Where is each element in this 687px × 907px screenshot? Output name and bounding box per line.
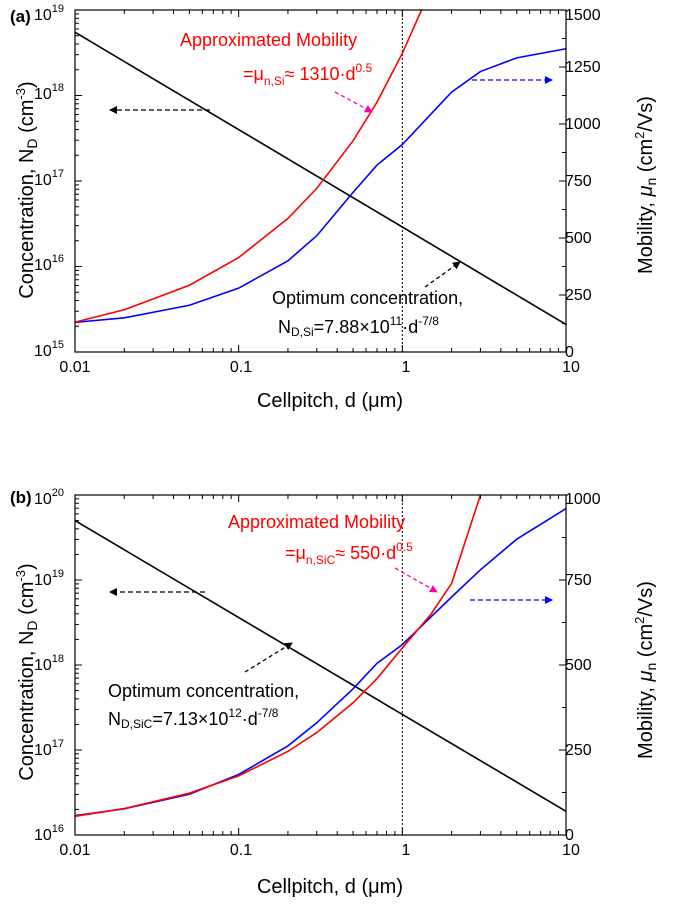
panel-a-y-left-axis-title: Concentration, ND (cm-3) xyxy=(13,81,40,298)
panel-b-label: (b) xyxy=(10,488,32,507)
panel-b-x-tick-label: 1 xyxy=(402,842,411,859)
panel-b-x-axis-title: Cellpitch, d (μm) xyxy=(257,876,403,898)
panel-b-y-left-tick-label: 1016 xyxy=(34,823,64,844)
panel-b-approx-equation: =μn,SiC≈ 550·d0.5 xyxy=(285,540,413,567)
panel-a-approx-mobility-line xyxy=(74,9,423,323)
panel-b-x-tick-label: 0.01 xyxy=(59,842,90,859)
panel-b-approx-mobility-line xyxy=(74,494,482,818)
panel-b-y-right-tick-label: 0 xyxy=(565,827,574,844)
panel-a-y-right-tick-label: 1250 xyxy=(565,59,601,76)
panel-a-y-right-tick-label: 1000 xyxy=(565,116,601,133)
panel-b: (b) 0.01 0.1 1 10 1016 1017 1018 1019 10… xyxy=(10,487,659,898)
panel-a-concentration-line xyxy=(74,31,567,326)
panel-a-plot-lines xyxy=(74,9,567,352)
panel-a-y-right-axis-title: Mobility, μn (cm2/Vs) xyxy=(632,96,659,274)
panel-a-approx-arrow xyxy=(334,91,373,113)
panel-b-y-right-tick-label: 500 xyxy=(565,657,592,674)
panel-b-ticks xyxy=(74,494,567,836)
panel-a-approx-title: Approximated Mobility xyxy=(180,30,357,50)
panel-a-y-left-tick-label: 1017 xyxy=(34,168,64,189)
panel-a: (a) 0.01 0.1 1 10 1015 1016 1017 1018 10… xyxy=(10,3,659,412)
panel-b-opt-equation: ND,SiC=7.13×1012·d-7/8 xyxy=(108,706,279,731)
panel-a-label: (a) xyxy=(10,7,31,26)
panel-b-plot-lines xyxy=(74,494,567,835)
panel-b-y-right-tick-label: 250 xyxy=(565,742,592,759)
panel-b-y-right-tick-label: 750 xyxy=(565,572,592,589)
panel-b-approx-arrow xyxy=(394,567,438,593)
panel-a-y-right-tick-label: 500 xyxy=(565,230,592,247)
panel-b-y-left-tick-label: 1017 xyxy=(34,738,64,759)
panel-b-approx-title: Approximated Mobility xyxy=(228,512,405,532)
panel-a-y-left-tick-label: 1016 xyxy=(34,253,64,274)
panel-a-y-right-tick-label: 750 xyxy=(565,173,592,190)
panel-a-opt-equation: ND,Si=7.88×1011·d-7/8 xyxy=(278,314,439,339)
panel-a-x-tick-label: 0.1 xyxy=(230,359,252,376)
panel-b-x-tick-label: 0.1 xyxy=(230,842,252,859)
panel-b-y-right-tick-label: 1000 xyxy=(565,491,601,508)
panel-b-mobility-line xyxy=(74,507,567,817)
panel-a-y-left-tick-label: 1019 xyxy=(34,3,64,24)
panel-b-y-left-axis-title: Concentration, ND (cm-3) xyxy=(13,563,40,780)
panel-b-opt-arrow xyxy=(244,642,293,673)
panel-a-x-tick-label: 0.01 xyxy=(59,359,90,376)
panel-b-y-right-axis-title: Mobility, μn (cm2/Vs) xyxy=(632,581,659,759)
panel-a-x-tick-label: 1 xyxy=(402,359,411,376)
panel-b-plot-frame xyxy=(74,494,567,836)
panel-a-opt-title: Optimum concentration, xyxy=(272,288,463,308)
panel-a-y-right-tick-label: 1500 xyxy=(565,7,601,24)
panel-b-y-left-tick-label: 1019 xyxy=(34,568,64,589)
panel-b-opt-title: Optimum concentration, xyxy=(108,681,299,701)
panel-b-x-tick-label: 10 xyxy=(562,842,580,859)
panel-a-x-tick-label: 10 xyxy=(562,359,580,376)
panel-b-y-left-tick-label: 1020 xyxy=(34,487,64,508)
panel-a-y-left-tick-label: 1015 xyxy=(34,339,64,360)
panel-b-y-left-tick-label: 1018 xyxy=(34,653,64,674)
panel-a-y-right-tick-label: 0 xyxy=(565,344,574,361)
panel-a-ticks xyxy=(74,9,567,353)
panel-a-y-right-tick-label: 250 xyxy=(565,287,592,304)
panel-a-y-left-tick-label: 1018 xyxy=(34,82,64,103)
panel-b-concentration-line xyxy=(74,519,567,812)
panel-a-approx-equation: =μn,Si≈ 1310·d0.5 xyxy=(243,61,373,88)
panel-a-x-axis-title: Cellpitch, d (μm) xyxy=(257,390,403,412)
panel-a-opt-arrow xyxy=(424,261,461,288)
panel-a-mobility-line xyxy=(74,47,567,324)
